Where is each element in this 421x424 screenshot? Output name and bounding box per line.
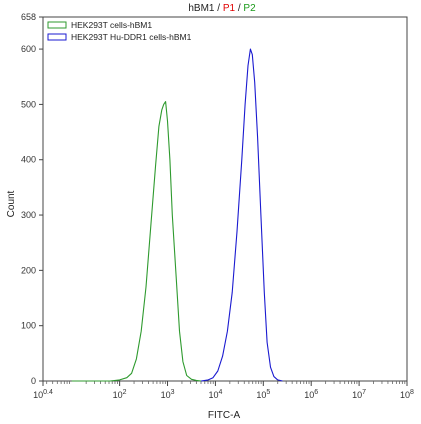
x-tick-label: 105 (256, 389, 270, 400)
y-tick-label: 200 (21, 265, 36, 275)
series-line-1 (71, 101, 202, 382)
x-tick-label: 104 (208, 389, 222, 400)
x-tick-exponent: 0.4 (43, 389, 53, 396)
x-tick-label: 107 (352, 389, 366, 400)
x-tick-exponent: 8 (410, 389, 414, 396)
x-tick-exponent: 5 (266, 389, 270, 396)
chart-title: hBM1 / P1 / P2 (188, 3, 256, 14)
x-tick-base: 10 (161, 390, 171, 400)
x-tick-base: 10 (113, 390, 123, 400)
x-tick-exponent: 3 (171, 389, 175, 396)
x-tick-base: 10 (400, 390, 410, 400)
x-tick-base: 10 (33, 390, 43, 400)
series-line-2 (201, 48, 283, 382)
x-tick-label: 100.4 (33, 389, 53, 400)
x-axis-label: FITC-A (208, 410, 241, 421)
legend-swatch (47, 33, 67, 41)
y-tick-label: 500 (21, 99, 36, 109)
x-tick-base: 10 (304, 390, 314, 400)
x-tick-base: 10 (208, 390, 218, 400)
legend-label: HEK293T cells-hBM1 (71, 20, 152, 30)
x-tick-exponent: 2 (123, 389, 127, 396)
title-part: P2 (243, 3, 256, 14)
title-part: hBM1 (188, 3, 215, 14)
y-axis-label: Count (6, 190, 17, 217)
legend-label: HEK293T Hu-DDR1 cells-hBM1 (71, 32, 192, 42)
x-tick-label: 103 (161, 389, 175, 400)
x-tick-base: 10 (256, 390, 266, 400)
y-tick-label: 100 (21, 321, 36, 331)
x-tick-exponent: 7 (362, 389, 366, 396)
plot-frame (42, 16, 408, 382)
x-tick-label: 102 (113, 389, 127, 400)
y-tick-label: 300 (21, 210, 36, 220)
x-tick-label: 108 (400, 389, 414, 400)
y-tick-label: 658 (21, 12, 36, 22)
legend-swatch (47, 21, 67, 29)
x-tick-exponent: 4 (218, 389, 222, 396)
title-part: P1 (223, 3, 236, 14)
y-tick-label: 400 (21, 155, 36, 165)
y-tick-label: 600 (21, 44, 36, 54)
x-tick-base: 10 (352, 390, 362, 400)
y-tick-label: 0 (31, 376, 36, 386)
title-part: / (235, 3, 243, 14)
x-tick-exponent: 6 (314, 389, 318, 396)
title-part: / (214, 3, 222, 14)
x-tick-label: 106 (304, 389, 318, 400)
